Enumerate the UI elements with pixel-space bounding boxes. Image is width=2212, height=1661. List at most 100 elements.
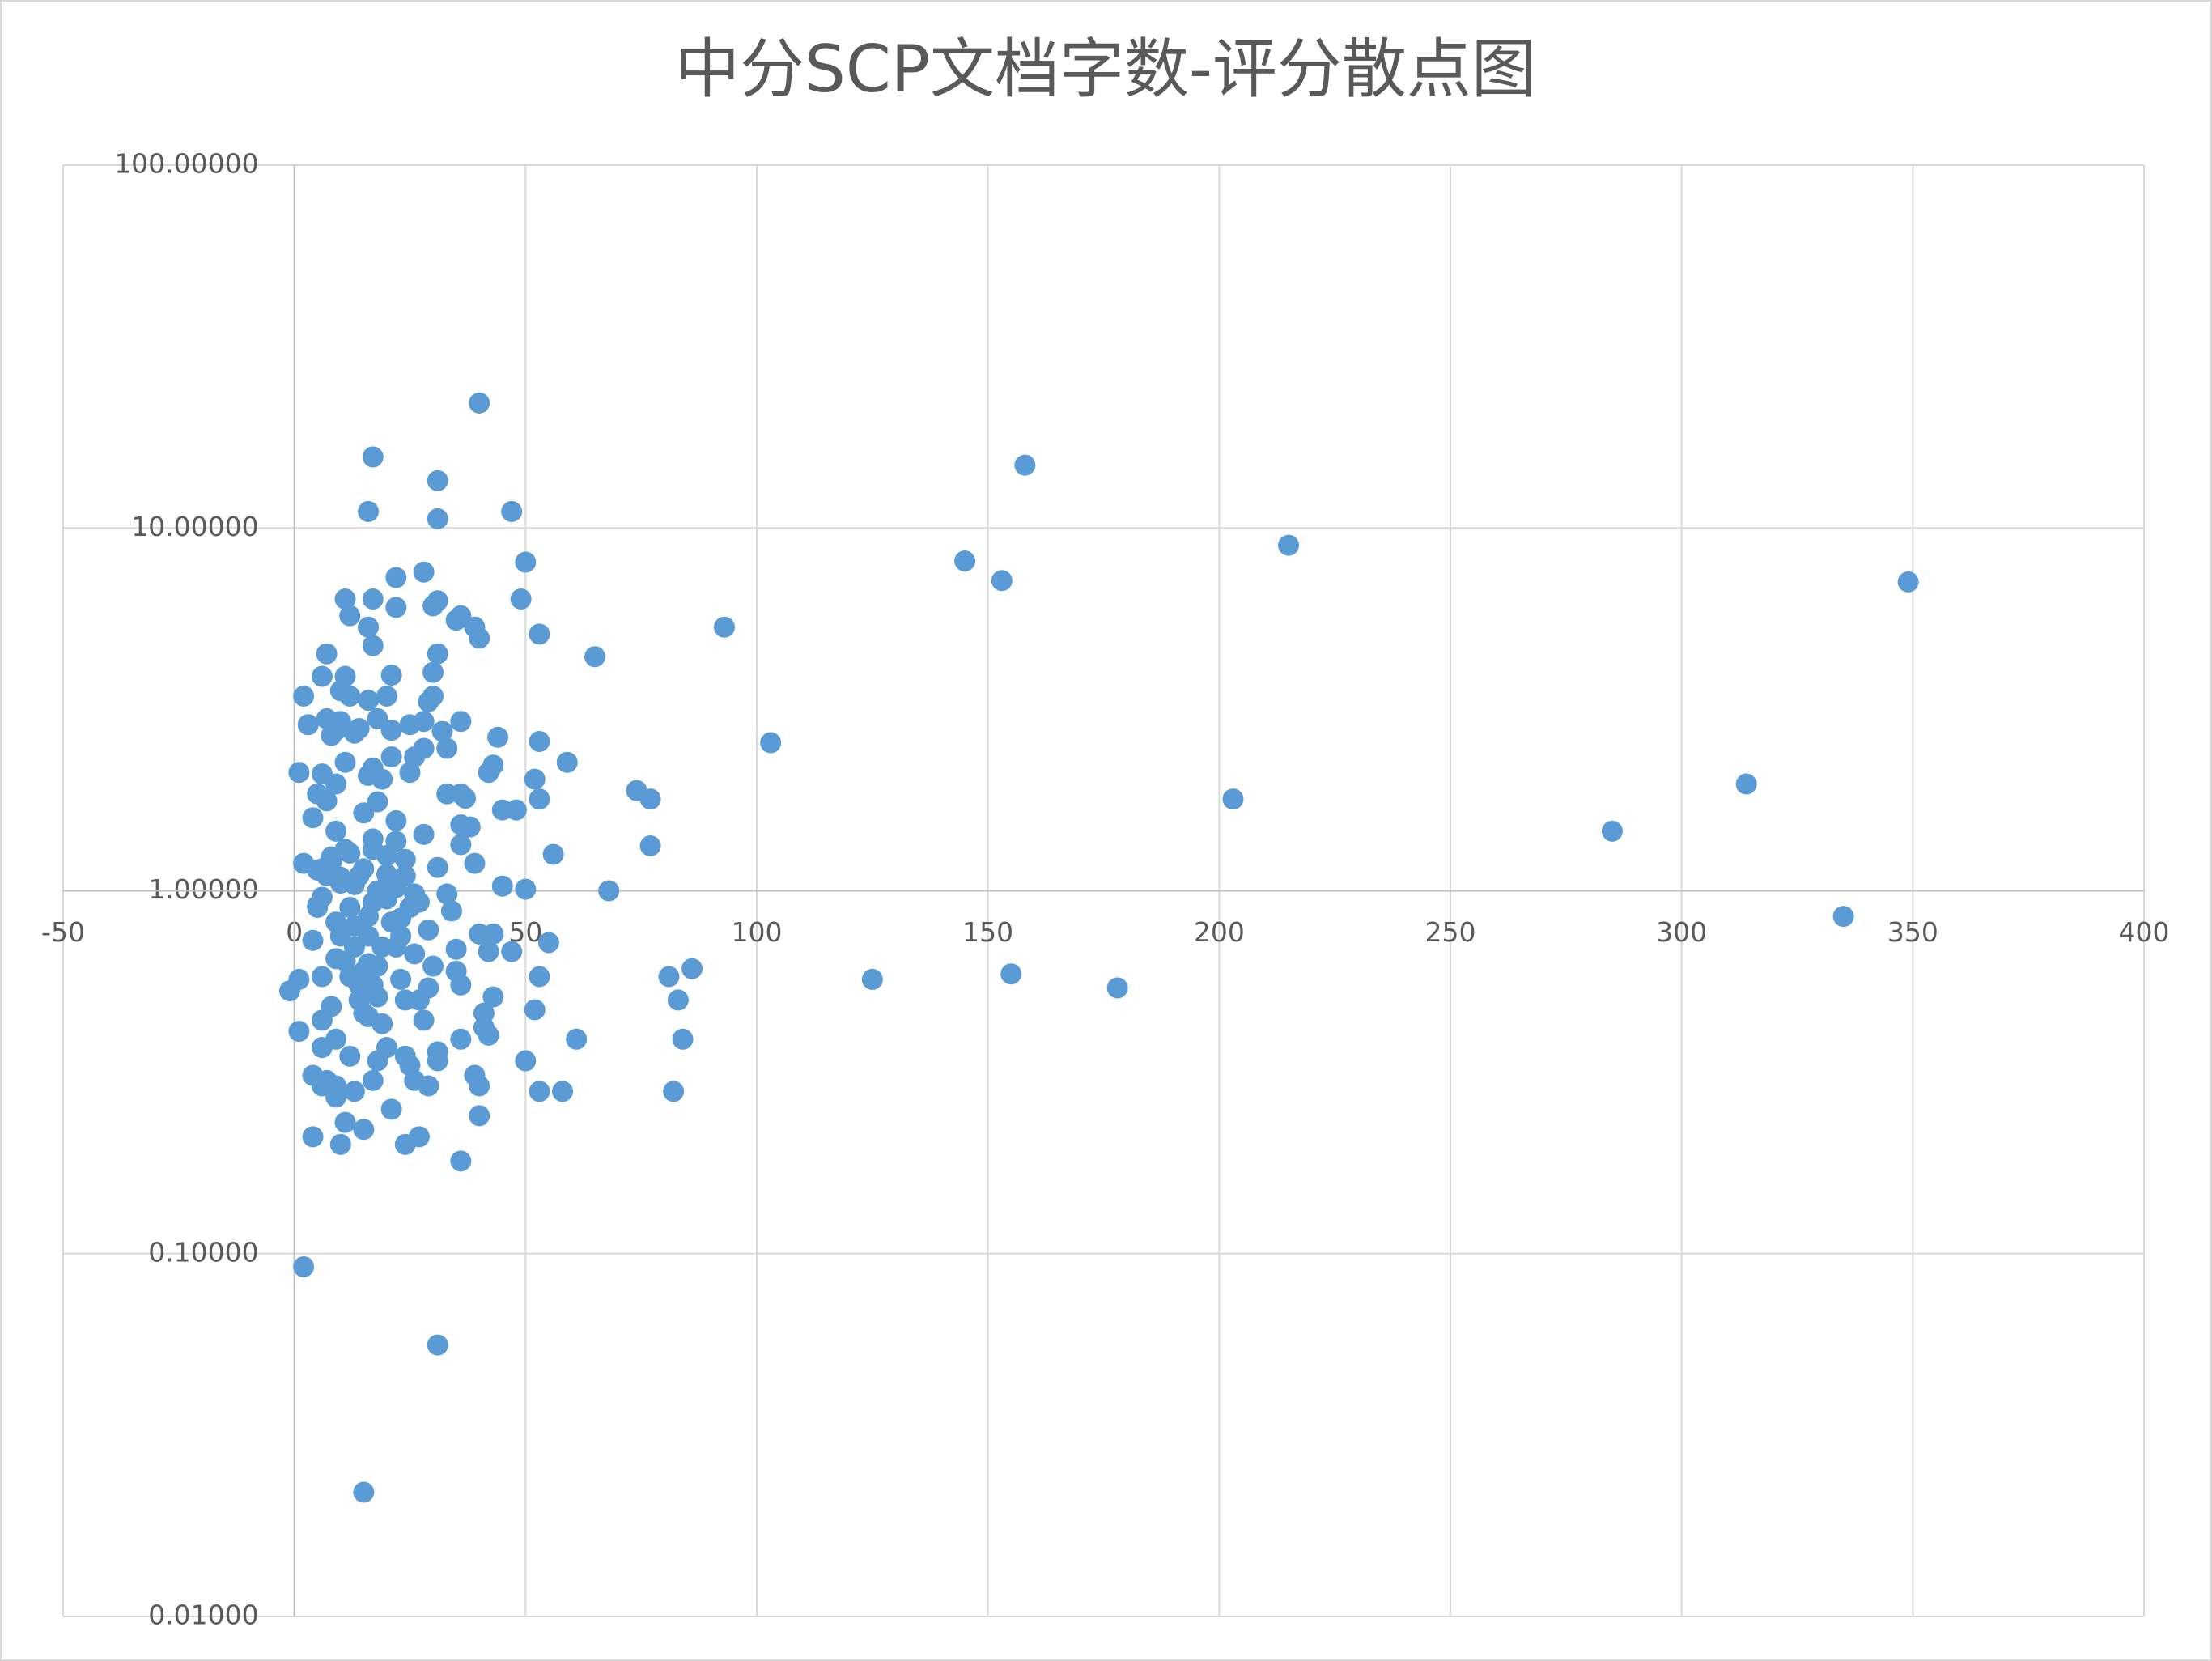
point (348, 989, 370, 1011)
point (450, 711, 472, 733)
point (385, 567, 407, 588)
point (380, 1098, 402, 1120)
point (1897, 571, 1919, 593)
point (371, 936, 393, 958)
point (302, 1126, 324, 1148)
point (510, 588, 532, 610)
point (358, 690, 380, 712)
point (440, 900, 462, 922)
point (515, 878, 537, 900)
point (482, 986, 504, 1008)
point (681, 958, 703, 979)
point (464, 852, 486, 874)
point (302, 807, 324, 829)
point (524, 999, 546, 1021)
point (293, 685, 315, 707)
point (367, 955, 388, 977)
x-tick-label: 350 (1887, 916, 1938, 948)
y-tick-label: 0.01000 (148, 1599, 258, 1631)
point (334, 1111, 356, 1133)
x-tick-label: 250 (1425, 916, 1476, 948)
point (427, 469, 448, 491)
point (450, 1150, 472, 1172)
point (1735, 773, 1757, 795)
point (329, 1133, 351, 1155)
point (380, 665, 402, 686)
point (334, 839, 356, 860)
point (491, 875, 513, 897)
point (501, 500, 523, 522)
point (288, 762, 310, 784)
point (524, 768, 546, 790)
point (390, 925, 412, 947)
x-tick-label: 150 (962, 916, 1013, 948)
point (325, 1086, 347, 1108)
point (455, 788, 477, 809)
point (450, 974, 472, 996)
point (385, 809, 407, 831)
point (380, 746, 402, 767)
point (1222, 788, 1244, 810)
point (339, 605, 361, 627)
point (334, 588, 356, 610)
point (293, 1255, 315, 1277)
point (639, 835, 661, 856)
point (427, 508, 448, 529)
point (362, 1069, 384, 1091)
point (311, 665, 333, 687)
point (427, 1334, 448, 1356)
point (325, 773, 347, 795)
point (413, 1009, 435, 1031)
point (482, 923, 504, 945)
point (658, 966, 680, 988)
point (427, 1050, 448, 1072)
point (362, 839, 384, 860)
y-tick-label: 1.00000 (148, 873, 258, 905)
point (362, 635, 384, 656)
point (390, 968, 412, 990)
point (353, 802, 375, 824)
point (385, 597, 407, 618)
point (302, 929, 324, 951)
point (598, 880, 620, 902)
point (529, 788, 550, 810)
point (316, 864, 338, 886)
point (413, 711, 435, 733)
point (1601, 820, 1623, 842)
point (1000, 963, 1022, 985)
point (529, 966, 550, 988)
point (334, 751, 356, 773)
point (445, 938, 467, 960)
point (394, 864, 416, 886)
point (1106, 977, 1128, 999)
point (311, 1009, 333, 1031)
point (394, 848, 416, 870)
point (362, 974, 384, 996)
point (380, 720, 402, 741)
point (431, 720, 453, 742)
point (529, 1081, 550, 1102)
point (353, 858, 375, 880)
point (542, 843, 564, 865)
point (445, 610, 467, 631)
point (321, 724, 342, 746)
point (1832, 906, 1854, 928)
point (362, 588, 384, 610)
point (760, 732, 782, 754)
point (450, 1028, 472, 1050)
point (478, 941, 499, 962)
point (556, 751, 578, 773)
point (469, 1105, 490, 1127)
point (667, 989, 689, 1011)
point (566, 1028, 588, 1050)
point (362, 446, 384, 468)
point (459, 816, 481, 838)
point (505, 799, 527, 821)
point (311, 1037, 333, 1059)
point (469, 627, 490, 649)
point (552, 1081, 574, 1102)
y-tick-label: 100.00000 (114, 148, 258, 180)
point (339, 897, 361, 919)
point (478, 1024, 499, 1046)
point (358, 500, 380, 522)
